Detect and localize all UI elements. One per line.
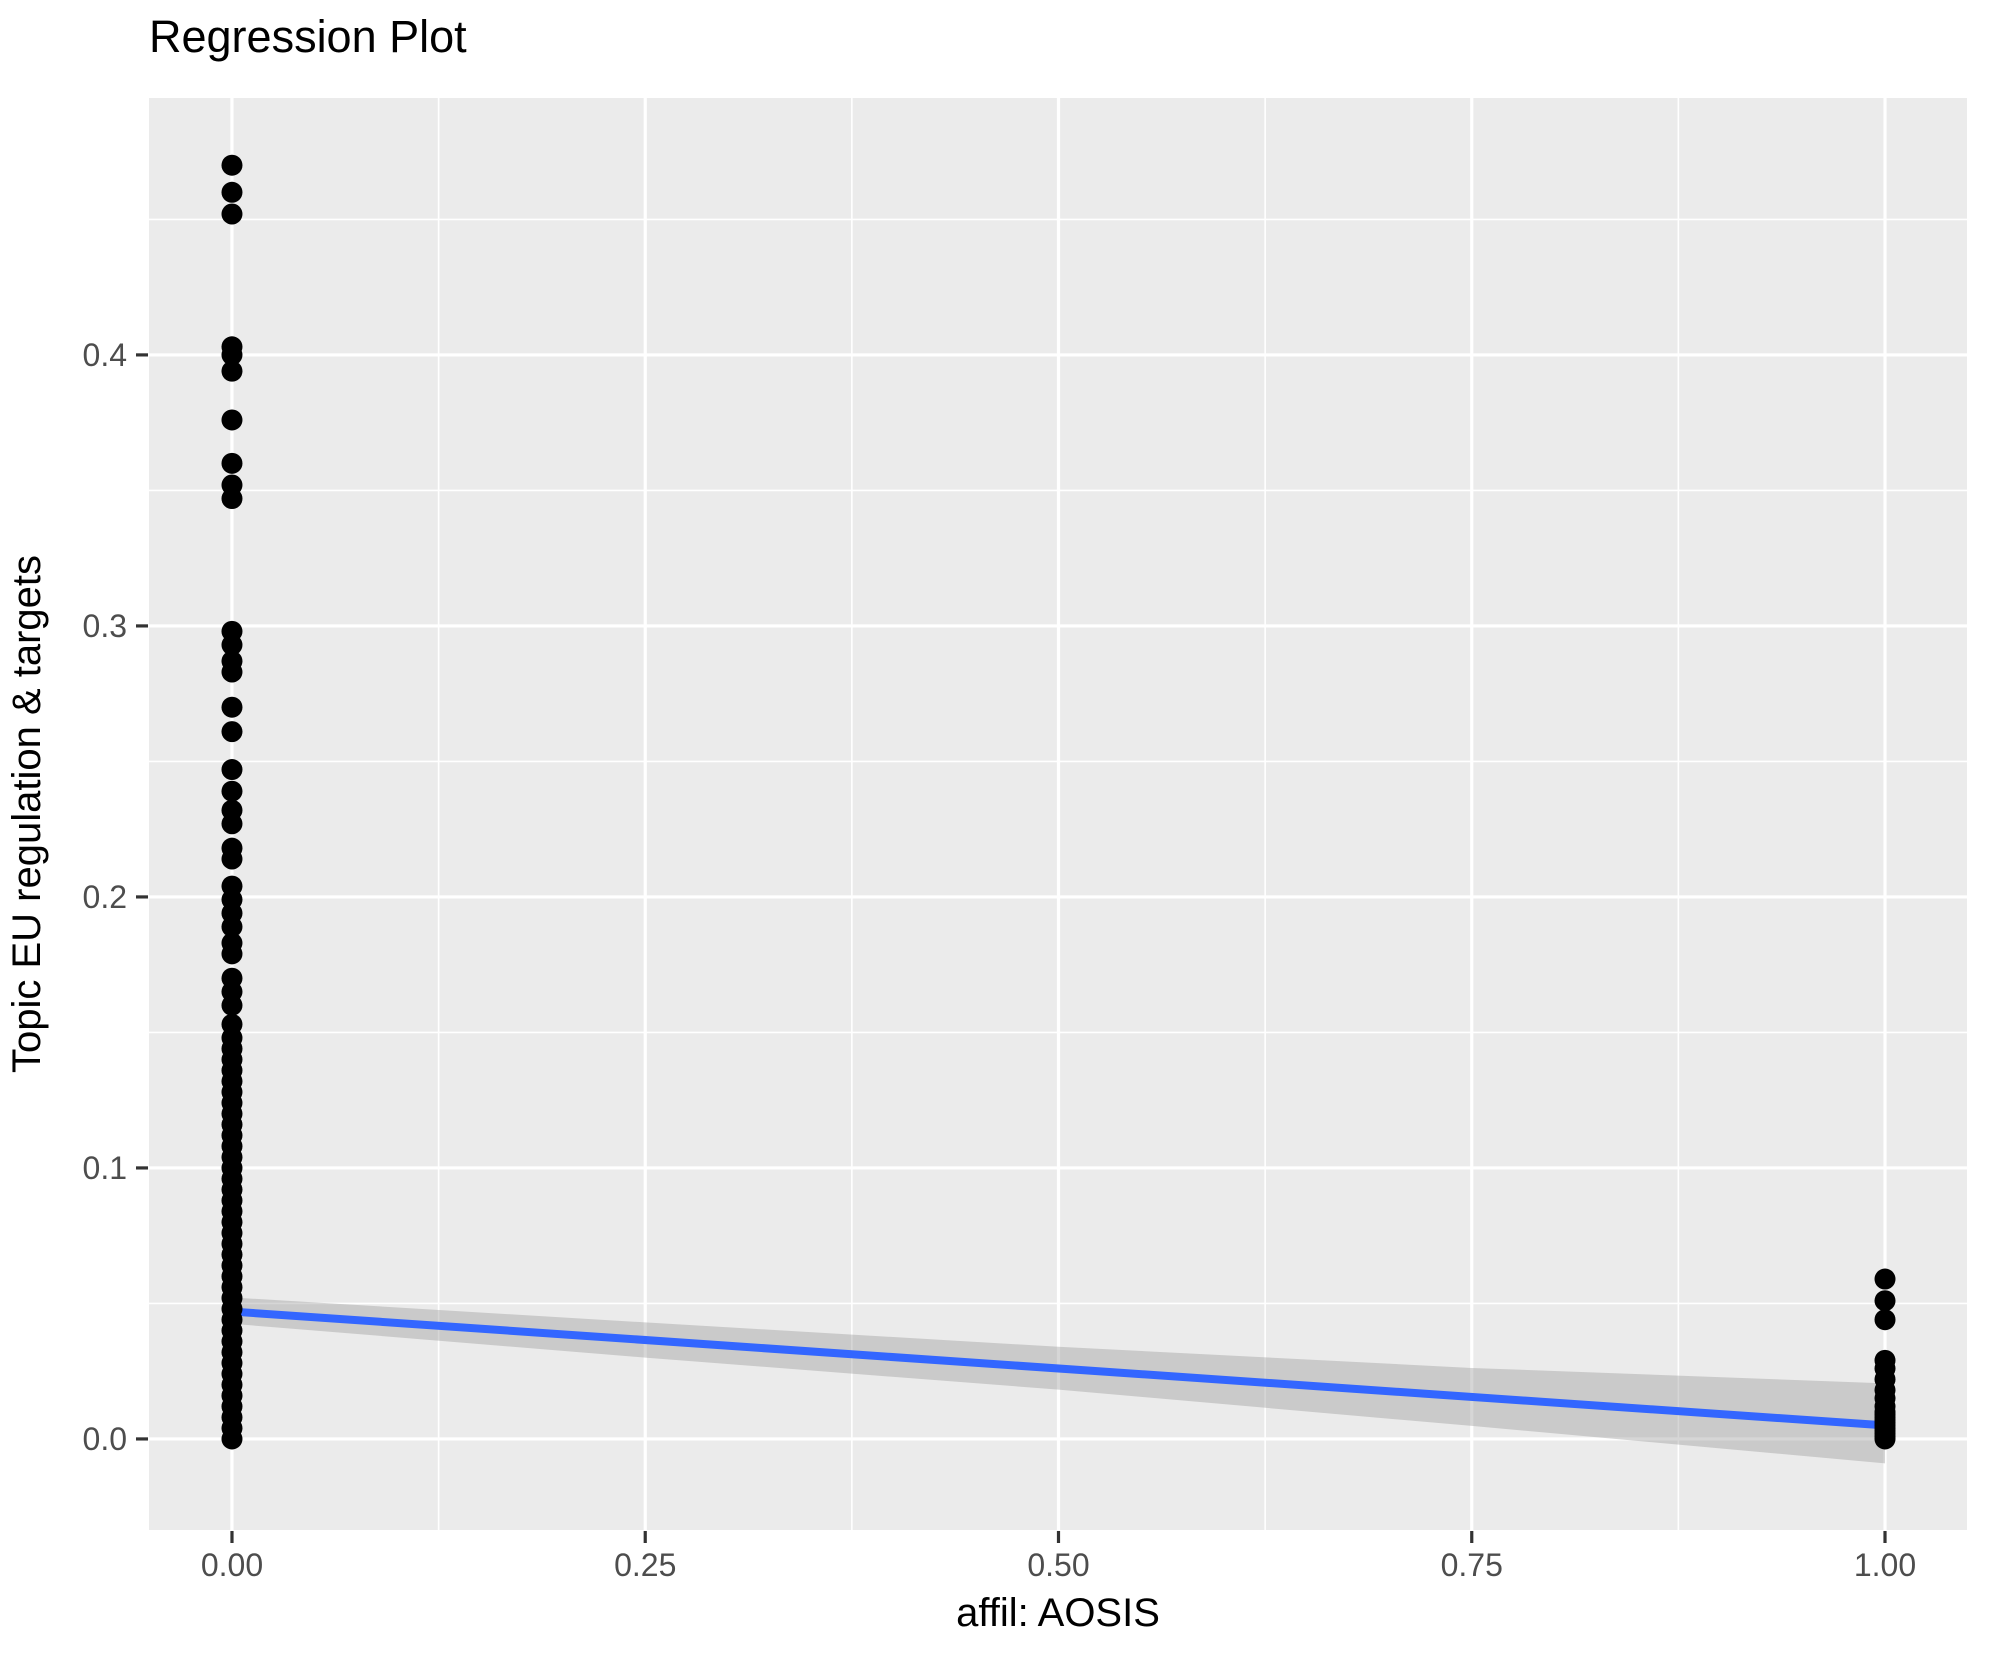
data-point <box>221 360 243 382</box>
data-point <box>1874 1309 1896 1331</box>
x-axis-title: affil: AOSIS <box>956 1591 1160 1635</box>
y-axis-ticks <box>136 353 148 1441</box>
data-point <box>221 488 243 510</box>
x-axis-ticks <box>230 1531 1887 1543</box>
plot-title: Regression Plot <box>149 11 467 62</box>
data-point <box>221 452 243 474</box>
data-point <box>221 916 243 938</box>
x-tick-label: 0.25 <box>614 1547 676 1583</box>
scatter-points <box>221 154 1896 1450</box>
data-point <box>221 661 243 683</box>
data-point <box>1874 1290 1896 1312</box>
y-axis-tick-labels: 0.0 0.1 0.2 0.3 0.4 <box>83 337 127 1457</box>
data-point <box>221 344 243 366</box>
data-point <box>221 634 243 656</box>
data-point <box>221 813 243 835</box>
y-tick-label: 0.2 <box>83 879 127 915</box>
data-point <box>221 409 243 431</box>
data-point <box>221 848 243 870</box>
x-tick-label: 0.00 <box>201 1547 263 1583</box>
y-tick-label: 0.1 <box>83 1150 127 1186</box>
y-tick-label: 0.4 <box>83 337 127 373</box>
data-point <box>221 780 243 802</box>
data-point <box>221 1428 243 1450</box>
x-tick-label: 0.50 <box>1027 1547 1089 1583</box>
data-point <box>221 943 243 965</box>
y-axis-title: Topic EU regulation & targets <box>5 555 49 1073</box>
x-tick-label: 0.75 <box>1441 1547 1503 1583</box>
data-point <box>1874 1428 1896 1450</box>
x-tick-label: 1.00 <box>1854 1547 1916 1583</box>
data-point <box>221 181 243 203</box>
data-point <box>221 696 243 718</box>
y-tick-label: 0.0 <box>83 1421 127 1457</box>
x-axis-tick-labels: 0.00 0.25 0.50 0.75 1.00 <box>201 1547 1916 1583</box>
data-point <box>221 759 243 781</box>
data-point <box>221 203 243 225</box>
data-point <box>221 721 243 743</box>
regression-line <box>231 1307 1886 1430</box>
data-point <box>1874 1268 1896 1290</box>
regression-line-path <box>231 1307 1886 1430</box>
data-point <box>221 994 243 1016</box>
y-tick-label: 0.3 <box>83 608 127 644</box>
data-point <box>221 154 243 176</box>
